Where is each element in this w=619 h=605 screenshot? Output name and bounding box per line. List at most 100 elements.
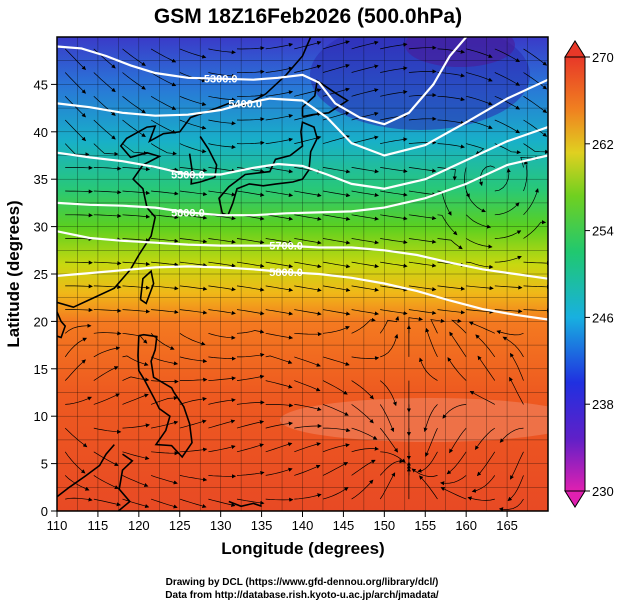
streamline — [476, 451, 496, 477]
x-tick-label: 160 — [455, 518, 477, 533]
streamline — [150, 356, 179, 366]
streamline — [64, 143, 90, 157]
streamline — [322, 380, 348, 395]
streamline — [494, 119, 521, 134]
streamline — [437, 48, 465, 54]
streamline — [507, 475, 524, 502]
streamline — [151, 451, 179, 456]
streamline — [294, 404, 322, 411]
streamline — [151, 309, 179, 315]
streamline — [64, 323, 92, 334]
streamline — [469, 390, 495, 405]
streamline — [466, 48, 493, 58]
streamline — [442, 404, 467, 419]
streamline — [122, 190, 151, 195]
streamline — [236, 117, 265, 122]
streamline — [494, 202, 520, 216]
y-tick-label: 45 — [34, 77, 48, 92]
streamline — [294, 238, 322, 245]
colorbar-bottom-arrow — [564, 490, 586, 508]
streamline — [322, 443, 350, 453]
streamline — [64, 48, 87, 70]
streamline — [122, 119, 146, 137]
streamline — [65, 165, 93, 170]
streamline — [523, 284, 548, 289]
streamline — [236, 498, 265, 505]
streamline — [408, 167, 437, 173]
streamline — [150, 119, 177, 134]
streamline — [494, 309, 523, 314]
coastline — [117, 453, 134, 511]
streamline — [322, 167, 351, 174]
colorbar-top-arrow — [564, 40, 586, 58]
colorbar-tick-label: 254 — [592, 224, 614, 239]
streamline — [208, 332, 236, 340]
streamline — [510, 451, 524, 480]
streamline — [351, 190, 379, 198]
x-tick-label: 135 — [251, 518, 273, 533]
streamline — [93, 166, 122, 171]
streamline — [65, 213, 93, 218]
streamline — [179, 167, 208, 173]
streamline — [65, 284, 93, 289]
streamline — [477, 355, 496, 381]
streamline — [498, 498, 524, 511]
streamline — [494, 95, 521, 110]
height-contour-line — [57, 230, 548, 280]
streamline — [236, 420, 265, 429]
height-contour-line — [57, 126, 548, 190]
streamline — [380, 309, 408, 316]
streamline — [122, 423, 150, 429]
y-tick-label: 10 — [34, 409, 48, 424]
streamline — [150, 72, 177, 87]
streamline — [437, 285, 466, 291]
streamline — [502, 336, 524, 358]
streamline — [437, 309, 466, 315]
streamline — [494, 285, 523, 290]
streamline — [294, 493, 322, 500]
streamline — [179, 377, 208, 382]
streamline — [151, 214, 179, 220]
streamline — [179, 419, 207, 429]
coastline — [57, 37, 312, 309]
streamline — [151, 238, 179, 243]
streamline — [380, 66, 408, 73]
streamline — [93, 498, 121, 507]
streamline — [179, 95, 207, 106]
streamline — [265, 285, 294, 292]
streamline — [208, 119, 236, 126]
streamline — [65, 307, 93, 313]
streamline — [93, 366, 119, 381]
streamline — [122, 48, 146, 66]
streamline — [380, 190, 408, 197]
streamline — [93, 261, 122, 266]
streamline — [322, 326, 350, 334]
streamline — [65, 189, 93, 194]
streamline — [265, 442, 293, 453]
streamline — [150, 48, 177, 63]
streamline — [265, 42, 294, 50]
streamline — [122, 214, 151, 219]
streamline — [179, 475, 208, 482]
streamline — [179, 238, 208, 244]
streamline — [523, 72, 548, 90]
streamline — [494, 255, 522, 263]
streamline — [208, 48, 236, 55]
streamline — [294, 442, 321, 453]
streamline — [122, 143, 148, 156]
y-tick-label: 35 — [34, 172, 48, 187]
streamline — [179, 285, 208, 291]
streamline — [440, 487, 467, 500]
chart-title: GSM 18Z16Feb2026 (500.0hPa) — [154, 5, 462, 28]
streamline — [380, 238, 408, 245]
streamline — [294, 380, 321, 392]
y-tick-label: 5 — [41, 457, 48, 472]
streamline — [64, 451, 86, 474]
streamline — [208, 498, 236, 507]
streamline — [449, 331, 467, 358]
streamline — [408, 316, 423, 334]
streamline — [93, 96, 116, 116]
coastline — [188, 136, 218, 185]
streamline — [236, 400, 265, 405]
